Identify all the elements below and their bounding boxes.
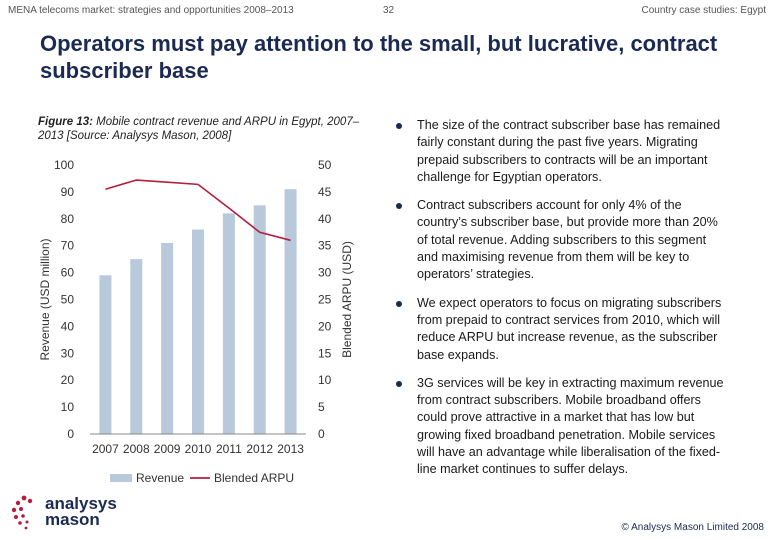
revenue-bar <box>192 229 204 434</box>
y-tick-label: 50 <box>61 293 75 307</box>
y2-tick-label: 30 <box>318 266 332 280</box>
y-tick-label: 90 <box>61 185 75 199</box>
arpu-line <box>105 179 291 242</box>
revenue-bar <box>130 259 143 434</box>
revenue-bar <box>222 213 235 434</box>
y-tick-label: 30 <box>61 346 75 360</box>
page-title: Operators must pay attention to the smal… <box>40 31 718 83</box>
x-tick-label: 2013 <box>277 442 304 456</box>
y-tick-label: 40 <box>61 319 75 333</box>
y2-tick-label: 10 <box>318 373 332 387</box>
y2-tick-label: 20 <box>318 319 332 333</box>
bullet-dot-icon <box>396 380 402 387</box>
legend-arpu-label: Blended ARPU <box>214 471 294 485</box>
bullet-dot-icon <box>396 203 402 210</box>
figure-caption-text: Mobile contract revenue and ARPU in Egyp… <box>38 116 360 142</box>
y2-tick-label: 25 <box>318 293 332 307</box>
bullet-text: The size of the contract subscriber base… <box>417 118 721 184</box>
bullet-dot-icon <box>396 300 402 307</box>
y-tick-label: 10 <box>61 400 75 414</box>
revenue-bar <box>161 243 174 434</box>
copyright-notice: © Analysys Mason Limited 2008 <box>621 522 764 533</box>
revenue-arpu-chart: 0 10 20 30 40 50 60 70 80 90 100 0 5 10 15 20 25 30 35 40 45… <box>38 158 354 485</box>
y2-tick-label: 35 <box>318 239 332 253</box>
revenue-bar <box>253 205 266 434</box>
bullet-item: We expect operators to focus on migratin… <box>396 295 726 364</box>
bullet-item: The size of the contract subscriber base… <box>396 117 726 186</box>
y2-tick-label: 50 <box>318 158 332 172</box>
y-tick-label: 70 <box>61 239 75 253</box>
legend-revenue-label: Revenue <box>136 471 184 485</box>
x-tick-label: 2007 <box>92 442 119 456</box>
bullet-item: Contract subscribers account for only 4%… <box>396 197 726 283</box>
x-tick-label: 2011 <box>216 442 242 456</box>
revenue-bar <box>284 189 297 434</box>
y2-tick-label: 5 <box>318 400 325 414</box>
bullet-text: We expect operators to focus on migratin… <box>417 295 722 362</box>
header-report-title: MENA telecoms market: strategies and opp… <box>8 5 294 16</box>
bullet-item: 3G services will be key in extracting ma… <box>396 375 726 479</box>
bullet-list: The size of the contract subscriber base… <box>396 117 726 490</box>
analysys-mason-logo-icon <box>11 495 33 530</box>
y2-tick-label: 40 <box>318 212 332 226</box>
logo-line-2: mason <box>45 510 100 529</box>
x-tick-label: 2009 <box>154 442 181 456</box>
y2-axis-title: Blended ARPU (USD) <box>340 241 354 358</box>
x-tick-label: 2010 <box>185 442 212 456</box>
bullet-dot-icon <box>396 123 402 129</box>
x-tick-label: 2012 <box>246 442 273 456</box>
y-tick-label: 0 <box>67 427 74 441</box>
bullet-text: Contract subscribers account for only 4%… <box>417 198 718 282</box>
page-number: 32 <box>383 5 395 16</box>
y-tick-label: 100 <box>54 158 74 172</box>
y-axis-title: Revenue (USD million) <box>38 238 52 360</box>
y2-tick-label: 45 <box>318 185 332 199</box>
y2-tick-label: 0 <box>318 427 325 441</box>
legend-revenue-swatch <box>110 474 132 482</box>
figure-caption: Figure 13: Mobile contract revenue and A… <box>38 115 368 143</box>
revenue-bar <box>99 275 112 434</box>
y-tick-label: 60 <box>61 266 75 280</box>
y-tick-label: 20 <box>61 373 75 387</box>
x-tick-label: 2008 <box>123 442 150 456</box>
logo-wordmark: analysys mason <box>45 494 117 529</box>
figure-label: Figure 13: <box>38 116 93 128</box>
bullet-text: 3G services will be key in extracting ma… <box>417 375 724 477</box>
header-section: Country case studies: Egypt <box>641 5 766 16</box>
y2-tick-label: 15 <box>318 346 332 360</box>
y-tick-label: 80 <box>61 212 75 226</box>
logo-line-1: analysys <box>45 494 117 513</box>
